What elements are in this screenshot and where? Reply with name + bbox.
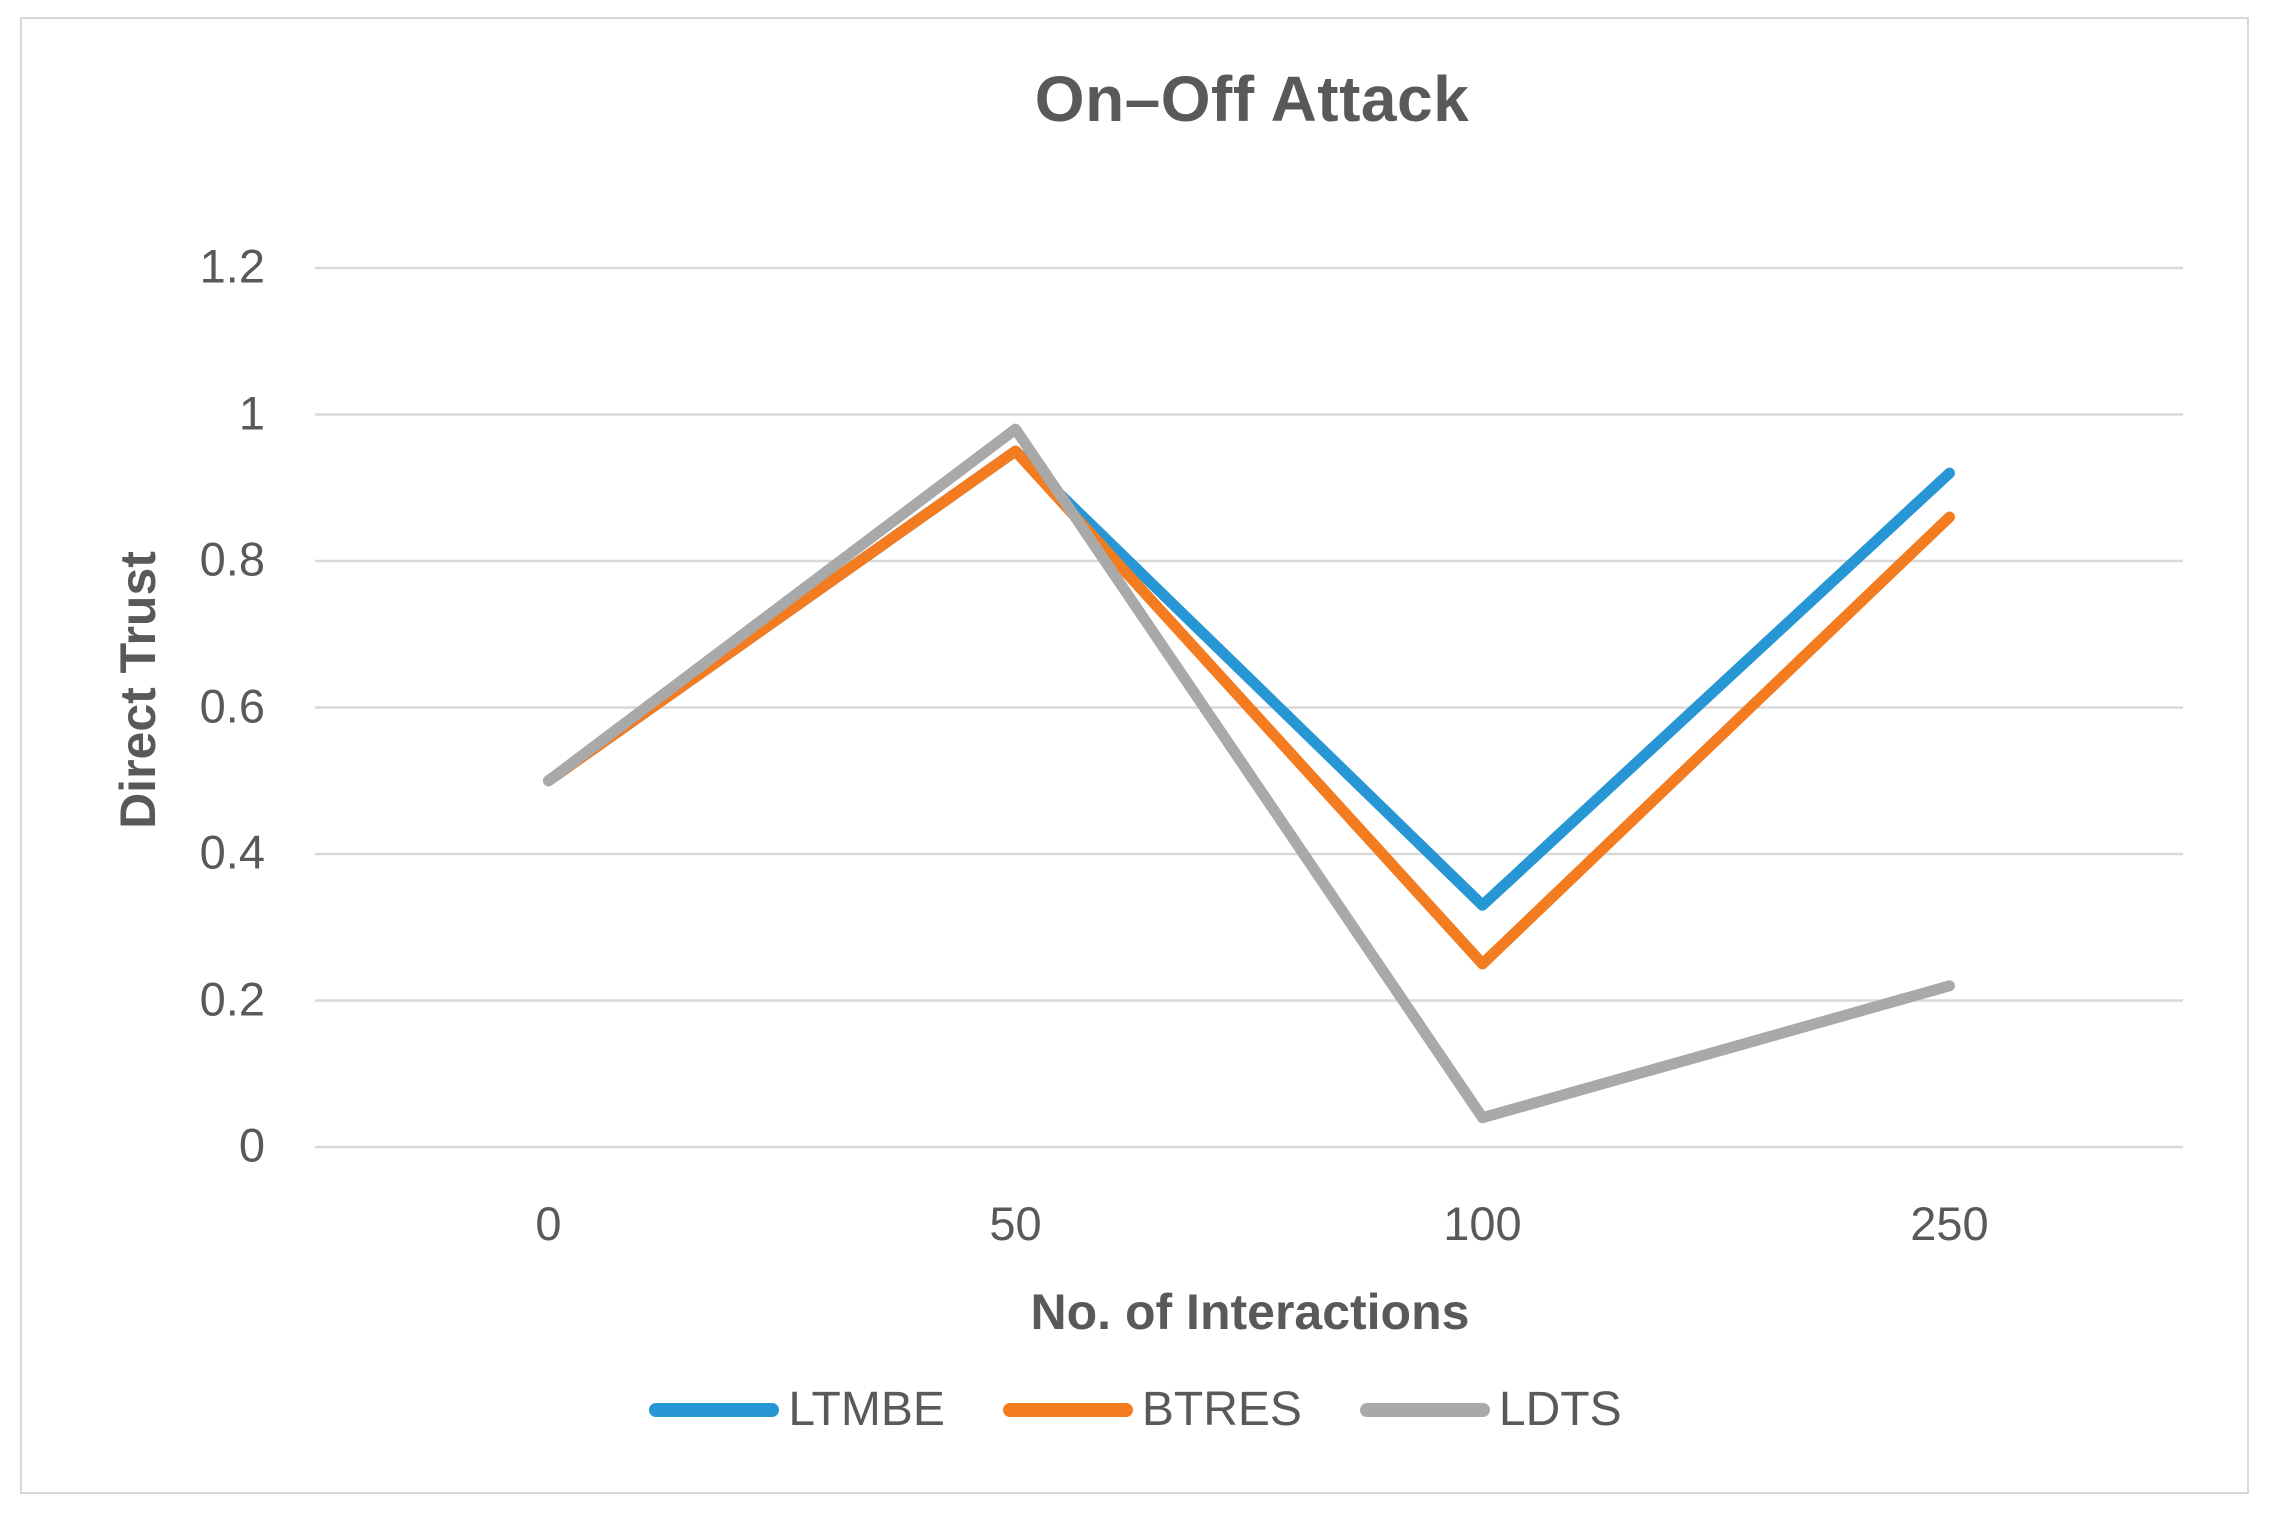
y-tick-label: 0.6 (199, 678, 265, 732)
y-tick-label: 0 (238, 1118, 265, 1172)
chart-frame: On–Off Attack (20, 17, 2249, 1494)
legend-item-LDTS: LDTS (1359, 1382, 1622, 1437)
x-tick-label: 0 (535, 1197, 562, 1250)
y-tick-label: 0.2 (199, 971, 265, 1025)
x-axis-title: No. of Interactions (1030, 1284, 1470, 1340)
legend-label: LTMBE (788, 1383, 945, 1436)
x-tick-label: 250 (1910, 1197, 1989, 1250)
legend-item-LTMBE: LTMBE (649, 1382, 945, 1437)
legend-label: BTRES (1141, 1383, 1302, 1436)
y-tick-label: 1.2 (199, 239, 265, 293)
x-tick-label: 50 (989, 1197, 1042, 1250)
legend: LTMBE BTRES LDTS (20, 1382, 2251, 1437)
legend-item-BTRES: BTRES (1002, 1382, 1302, 1437)
legend-label: LDTS (1498, 1383, 1622, 1436)
series-line-LTMBE (543, 445, 1955, 911)
y-tick-label: 0.8 (199, 532, 265, 586)
y-tick-label: 0.4 (199, 825, 265, 879)
series-line-BTRES (543, 445, 1955, 970)
series-line-LDTS (543, 423, 1955, 1124)
y-tick-label: 1 (238, 385, 265, 439)
y-axis-title: Direct Trust (110, 551, 166, 829)
legend-line-swatch (1002, 1402, 1133, 1417)
legend-line-swatch (649, 1402, 780, 1417)
chart-title: On–Off Attack (1034, 63, 1470, 135)
legend-line-swatch (1359, 1402, 1490, 1417)
x-tick-label: 100 (1443, 1197, 1522, 1250)
